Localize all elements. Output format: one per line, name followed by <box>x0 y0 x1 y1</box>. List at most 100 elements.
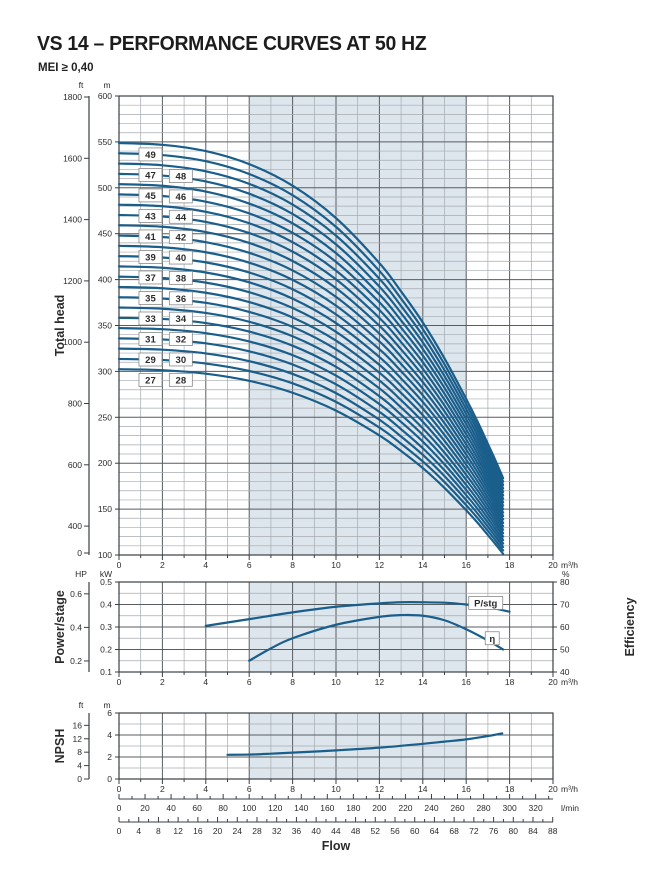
stage-label-41: 41 <box>138 229 163 244</box>
npsh-m-tick: 4 <box>107 730 112 740</box>
svg-text:8: 8 <box>290 784 295 794</box>
svg-text:35: 35 <box>145 293 156 304</box>
svg-text:10: 10 <box>331 784 341 794</box>
pct-tick: 60 <box>560 622 570 632</box>
stage-label-30: 30 <box>168 352 193 367</box>
lmin-tick: 260 <box>450 803 464 813</box>
stage-curve-46 <box>117 172 505 490</box>
npsh-axis-title: NPSH <box>53 729 67 764</box>
pct-tick: 40 <box>560 667 570 677</box>
stage-curve-38 <box>117 255 505 518</box>
gpm-tick: 88 <box>548 826 558 836</box>
svg-text:8: 8 <box>290 677 295 687</box>
stage-label-40: 40 <box>168 250 193 265</box>
svg-text:31: 31 <box>145 334 156 345</box>
svg-text:4: 4 <box>203 677 208 687</box>
stage-curve-47 <box>117 162 505 487</box>
flow-unit-label: m³/h <box>561 677 578 687</box>
stage-curve-34 <box>117 296 505 531</box>
gpm-tick: 64 <box>430 826 440 836</box>
stage-label-28: 28 <box>168 372 193 387</box>
npsh-plot: 0 2 4 6 8 10 12 14 16 18 20 m³/h 0 2 4 6 0 4 8 12 16 ft m NPSH <box>53 700 578 794</box>
head-ft-tick: 1400 <box>63 215 82 225</box>
stage-curve-44 <box>117 193 505 497</box>
npsh-ft-tick: 8 <box>77 747 82 757</box>
stage-curve-32 <box>117 316 505 538</box>
svg-text:14: 14 <box>418 677 428 687</box>
svg-text:40: 40 <box>176 253 187 264</box>
svg-text:39: 39 <box>145 252 156 263</box>
svg-text:30: 30 <box>176 355 187 366</box>
gpm-tick: 28 <box>252 826 262 836</box>
stage-curve-39 <box>117 244 505 514</box>
lmin-tick: 80 <box>218 803 228 813</box>
stage-curve-45 <box>117 183 505 493</box>
svg-text:10: 10 <box>331 677 341 687</box>
stage-label-38: 38 <box>168 271 193 285</box>
stage-curve-29 <box>117 347 505 549</box>
lmin-tick: 280 <box>476 803 490 813</box>
svg-text:12: 12 <box>375 677 385 687</box>
stage-label-42: 42 <box>168 230 193 245</box>
head-m-tick: 200 <box>98 458 112 468</box>
stage-label-37: 37 <box>138 270 163 285</box>
power-axis-title: Power/stage <box>53 590 67 664</box>
head-m-tick: 600 <box>98 91 112 101</box>
lmin-tick: 60 <box>192 803 202 813</box>
svg-text:20: 20 <box>548 784 558 794</box>
hp-tick: 0.6 <box>70 589 82 599</box>
hp-tick: 0.2 <box>70 656 82 666</box>
npsh-ft-tick: 4 <box>77 761 82 771</box>
lmin-tick: 100 <box>242 803 256 813</box>
stage-label-29: 29 <box>138 352 163 367</box>
stage-curve-36 <box>117 275 505 524</box>
stage-label-33: 33 <box>138 311 163 326</box>
head-m-tick: 400 <box>98 275 112 285</box>
svg-text:6: 6 <box>247 784 252 794</box>
svg-text:12: 12 <box>375 560 385 570</box>
gpm-tick: 84 <box>528 826 538 836</box>
svg-text:34: 34 <box>176 314 187 325</box>
head-m-tick: 300 <box>98 366 112 376</box>
stage-label-44: 44 <box>168 209 193 224</box>
lmin-tick: 160 <box>320 803 334 813</box>
stage-label-47: 47 <box>138 168 163 182</box>
head-ft-tick: 800 <box>68 399 82 409</box>
stage-label-27: 27 <box>138 373 163 387</box>
lmin-tick: 220 <box>398 803 412 813</box>
svg-text:44: 44 <box>176 212 187 223</box>
lmin-tick: 120 <box>268 803 282 813</box>
svg-text:2: 2 <box>160 560 165 570</box>
lmin-tick: 140 <box>294 803 308 813</box>
flow-unit-label: m³/h <box>561 784 578 794</box>
svg-text:2: 2 <box>160 677 165 687</box>
gpm-tick: 52 <box>371 826 381 836</box>
kw-tick: 0.3 <box>100 622 112 632</box>
lmin-tick: 180 <box>346 803 360 813</box>
stage-curve-48 <box>117 152 505 483</box>
svg-text:36: 36 <box>176 294 187 305</box>
P/stg-label: P/stg <box>468 596 504 610</box>
stage-curve-35 <box>117 285 505 528</box>
bottom-flow-scales: 0 20 40 60 80 100 120 140 160 180 200 220 240 260 280 3… <box>117 794 579 853</box>
stage-label-45: 45 <box>138 188 163 203</box>
svg-text:16: 16 <box>461 560 471 570</box>
head-ft-tick: 1000 <box>63 337 82 347</box>
stage-label-46: 46 <box>168 189 193 204</box>
gpm-tick: 36 <box>292 826 302 836</box>
svg-text:6: 6 <box>247 560 252 570</box>
gpm-tick: 40 <box>311 826 321 836</box>
svg-text:28: 28 <box>176 375 187 386</box>
svg-text:49: 49 <box>145 150 156 161</box>
svg-text:43: 43 <box>145 211 156 222</box>
svg-text:48: 48 <box>176 172 187 183</box>
kw-unit-label: kW <box>100 569 112 579</box>
svg-text:4: 4 <box>203 784 208 794</box>
gpm-tick: 56 <box>390 826 400 836</box>
svg-text:ft: ft <box>79 700 84 710</box>
hp-tick: 0.4 <box>70 622 82 632</box>
svg-text:2: 2 <box>160 784 165 794</box>
svg-text:47: 47 <box>145 170 156 181</box>
svg-text:29: 29 <box>145 355 156 366</box>
svg-text:46: 46 <box>176 192 187 203</box>
